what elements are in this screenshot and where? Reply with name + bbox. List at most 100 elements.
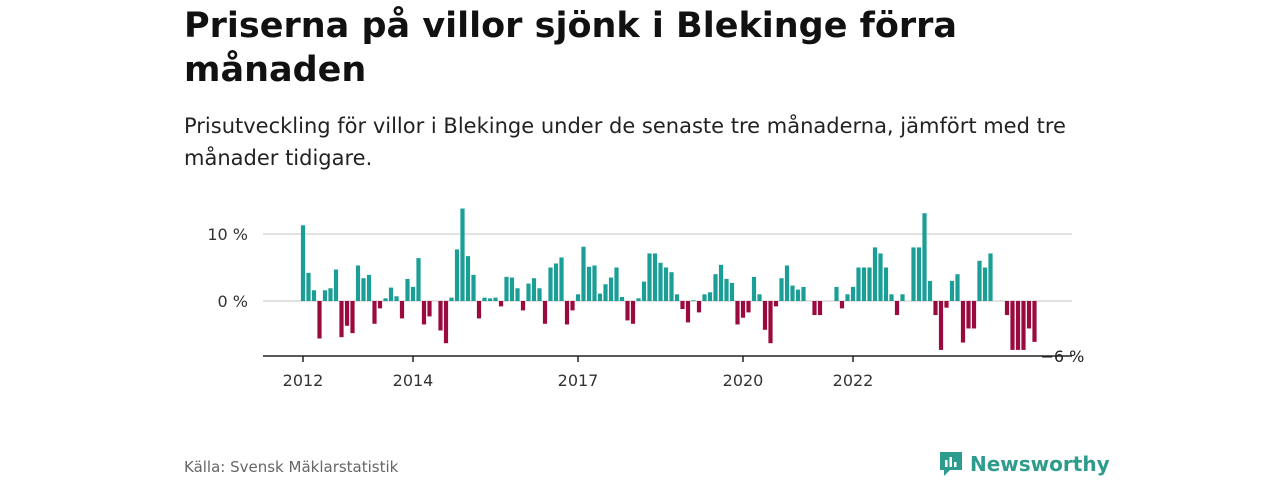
bar [977, 260, 982, 301]
bar [680, 301, 685, 310]
bar [366, 274, 372, 301]
bar [971, 301, 977, 329]
bar [559, 257, 564, 301]
bar [795, 289, 801, 301]
y-tick-label: 10 % [207, 225, 248, 244]
bar [350, 301, 355, 334]
bar [663, 267, 669, 301]
x-tick-label: 2014 [393, 371, 434, 390]
bar [724, 278, 729, 301]
bar [443, 301, 449, 344]
bar [597, 293, 603, 301]
bar [740, 301, 746, 318]
bar [757, 294, 762, 301]
bar [630, 301, 636, 324]
x-tick-label: 2017 [558, 371, 599, 390]
bar [537, 288, 542, 301]
bar [1021, 301, 1026, 350]
bar [487, 298, 493, 301]
bar [894, 301, 900, 316]
newsworthy-logo-icon [940, 452, 962, 476]
bar [1015, 301, 1021, 350]
x-tick-label: 2022 [833, 371, 874, 390]
bar [960, 301, 966, 343]
bar [669, 272, 674, 301]
bar [449, 297, 454, 301]
bar [526, 283, 531, 301]
y-tick-label: 0 % [218, 292, 248, 311]
bar [658, 262, 663, 301]
bar [911, 247, 916, 301]
bar [707, 292, 713, 301]
bar [416, 258, 421, 301]
bar [938, 301, 944, 350]
last-value-label: −6 % [1041, 347, 1085, 366]
bar [933, 301, 938, 316]
bar [1032, 301, 1037, 342]
bar [735, 301, 740, 325]
bar [619, 296, 625, 301]
bar [322, 290, 328, 301]
bar [515, 288, 520, 301]
bar [460, 208, 465, 301]
bar [779, 278, 784, 301]
bar [405, 278, 410, 301]
chart-title: Priserna på villor sjönk i Blekinge förr… [184, 6, 958, 90]
bar [339, 301, 344, 338]
bar [520, 301, 526, 311]
bar [570, 301, 575, 311]
bar [652, 253, 658, 301]
bar [762, 301, 768, 330]
bar [647, 253, 652, 301]
bar [317, 301, 322, 339]
bar [856, 267, 861, 301]
bar [1004, 301, 1010, 316]
bar [471, 274, 476, 301]
bar [355, 265, 361, 301]
bar [608, 277, 614, 301]
bar [614, 267, 619, 301]
bar [465, 256, 471, 301]
bar [344, 301, 350, 326]
bar [306, 272, 311, 301]
bar [377, 301, 383, 309]
bar [372, 301, 377, 324]
bar [394, 296, 399, 301]
bar [784, 265, 790, 301]
bar [333, 269, 339, 301]
bar [498, 301, 504, 307]
bar [718, 264, 724, 301]
bar [817, 301, 823, 316]
bar [311, 290, 317, 301]
bars [300, 208, 1037, 350]
bar [636, 298, 641, 301]
bar [564, 301, 570, 325]
bar [878, 253, 883, 301]
bar [834, 286, 839, 301]
bar [410, 286, 416, 301]
x-tick-label: 2020 [723, 371, 764, 390]
bar [867, 267, 872, 301]
bar [685, 301, 691, 323]
bar [504, 276, 509, 301]
bar [713, 274, 718, 301]
bar [861, 267, 867, 301]
bar [482, 297, 487, 301]
bar [1010, 301, 1015, 350]
bar [581, 246, 586, 301]
bar [922, 213, 927, 301]
bar [729, 282, 735, 301]
bar [592, 265, 597, 301]
bar [586, 266, 592, 301]
bar [603, 284, 608, 301]
bar [399, 301, 405, 319]
bar [531, 278, 537, 301]
bar [746, 301, 751, 313]
bar [427, 301, 432, 317]
x-tick-label: 2012 [283, 371, 324, 390]
bar [702, 294, 707, 301]
bar [768, 301, 773, 344]
bar [1026, 301, 1032, 329]
bar [454, 249, 460, 301]
bar [300, 225, 306, 301]
